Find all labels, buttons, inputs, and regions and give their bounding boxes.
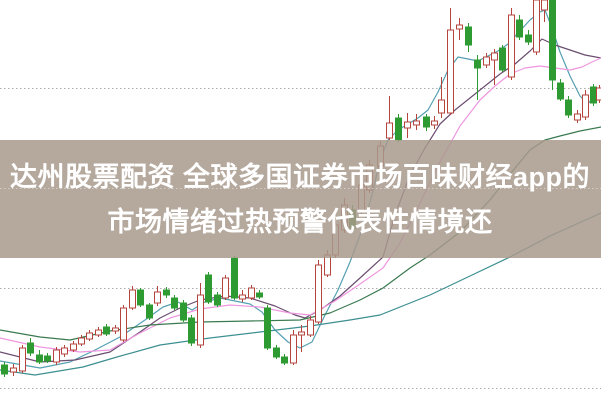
candle-body [1, 364, 8, 375]
candle-body [315, 264, 322, 323]
candle-body [516, 19, 523, 38]
candle-body [447, 29, 454, 114]
candle-body [264, 307, 271, 349]
candle-body [508, 14, 515, 78]
ma-purple [0, 38, 601, 363]
candle-body [188, 317, 195, 344]
candle-body [70, 343, 77, 351]
candle-body [248, 287, 255, 299]
candle-body [86, 332, 93, 340]
candle-body [222, 277, 229, 299]
candle-body [438, 99, 445, 114]
candle-body [431, 120, 438, 126]
candle-body [78, 337, 85, 345]
candle-body [95, 329, 102, 336]
candle-body [129, 289, 136, 309]
banner-background [0, 140, 601, 258]
candle-body [281, 356, 288, 364]
candle-body [386, 122, 393, 139]
candle-body [112, 327, 119, 332]
candle-body [574, 113, 581, 121]
candle-body [36, 354, 43, 363]
candle-body [533, 0, 540, 53]
candle-body [596, 87, 601, 101]
candle-body [499, 47, 506, 71]
candle-body [103, 326, 110, 335]
candle-body [290, 334, 297, 364]
candle-body [163, 289, 170, 296]
candle-body [154, 291, 161, 304]
candle-body [256, 292, 263, 298]
candle-body [549, 0, 556, 81]
candle-body [541, 0, 548, 11]
candle-body [298, 331, 305, 336]
headline-line-1: 达州股票配资 全球多国证券市场百味财经app的 [10, 161, 590, 192]
candle-body [231, 257, 238, 299]
candle-body [171, 297, 178, 309]
candle-body [27, 342, 34, 354]
candle-body [590, 86, 597, 104]
candle-body [465, 26, 472, 46]
candle-body [404, 121, 411, 129]
candle-body [307, 319, 314, 336]
candle-body [525, 34, 532, 43]
candle-body [474, 59, 481, 69]
candle-body [44, 355, 51, 362]
candle-body [395, 117, 402, 141]
candle-body [565, 99, 572, 116]
candle-body [19, 347, 26, 372]
candle-body [239, 294, 246, 300]
candle-body [423, 116, 430, 128]
candle-body [483, 56, 490, 66]
candle-body [53, 349, 60, 363]
candle-body [137, 289, 144, 306]
candle-body [180, 302, 187, 321]
candle-body [214, 294, 221, 306]
candle-body [557, 82, 564, 100]
candle-body [205, 274, 212, 303]
candle-body [197, 294, 204, 346]
headline-banner: 达州股票配资 全球多国证券市场百味财经app的 市场情绪过热预警代表性情境还 [0, 140, 601, 258]
candle-body [491, 52, 498, 61]
candle-body [61, 347, 68, 355]
candle-body [582, 94, 589, 118]
candle-body [10, 367, 17, 373]
candle-body [146, 304, 153, 319]
headline-line-2: 市场情绪过热预警代表性情境还 [108, 206, 493, 237]
candle-body [456, 24, 463, 30]
candle-body [413, 120, 420, 126]
candle-body [273, 347, 280, 358]
candle-body [120, 307, 127, 341]
